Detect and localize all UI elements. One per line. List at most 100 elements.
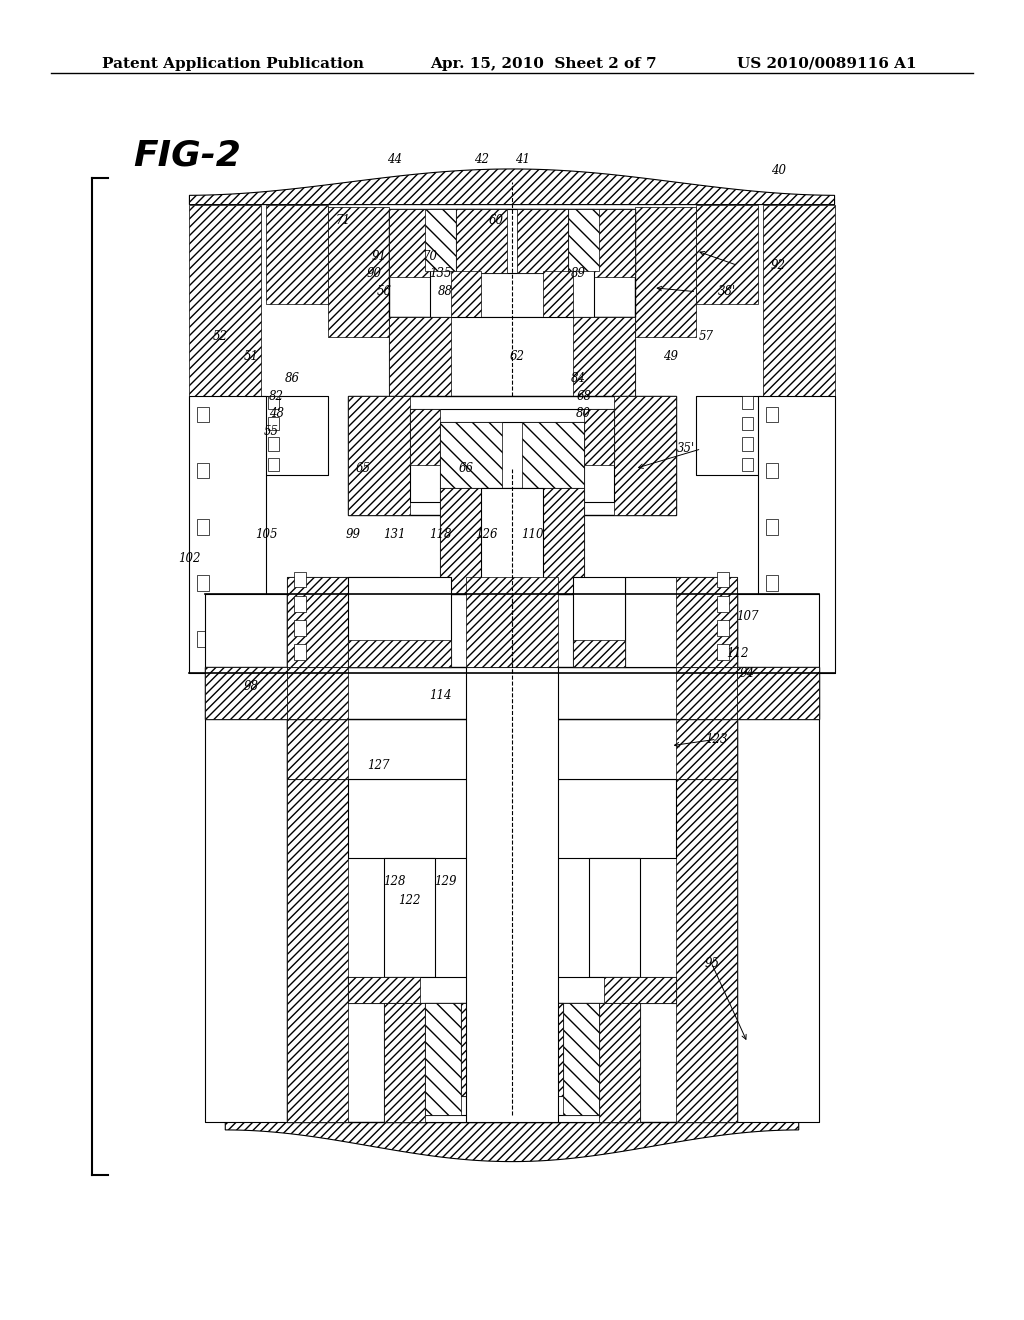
Bar (440, 422, 502, 488)
Text: 44: 44 (387, 153, 401, 166)
Bar (189, 396, 266, 673)
Text: 129: 129 (434, 875, 457, 888)
Text: 123: 123 (706, 733, 728, 746)
Bar (676, 667, 737, 719)
Bar (766, 631, 778, 647)
Polygon shape (189, 169, 835, 205)
Text: 94: 94 (740, 667, 755, 680)
Text: 88: 88 (438, 285, 453, 298)
Bar (384, 1003, 425, 1122)
Bar (384, 858, 435, 977)
Bar (425, 1003, 461, 1115)
Bar (425, 209, 456, 271)
Bar (348, 396, 676, 515)
Bar (461, 1003, 563, 1096)
Bar (410, 409, 440, 465)
Text: Patent Application Publication: Patent Application Publication (102, 57, 365, 71)
Text: 51: 51 (244, 350, 258, 363)
Bar (287, 667, 348, 719)
Text: 62: 62 (510, 350, 524, 363)
Bar (389, 209, 635, 317)
Bar (294, 644, 306, 660)
Bar (568, 209, 599, 271)
Bar (717, 620, 729, 636)
Text: 70: 70 (423, 249, 437, 263)
Bar (294, 620, 306, 636)
Text: 95: 95 (705, 957, 719, 970)
Bar (717, 595, 729, 611)
Bar (348, 396, 410, 515)
Text: 127: 127 (368, 759, 390, 772)
Bar (205, 667, 287, 719)
Bar (384, 858, 435, 977)
Bar (573, 317, 635, 396)
Text: 84: 84 (571, 372, 586, 385)
Text: 41: 41 (515, 153, 529, 166)
Text: 114: 114 (429, 689, 452, 702)
Bar (742, 458, 753, 471)
Bar (466, 577, 558, 667)
Bar (430, 209, 594, 317)
Bar (573, 577, 625, 667)
Bar (197, 519, 209, 535)
Bar (287, 719, 348, 779)
Text: 118: 118 (429, 528, 452, 541)
Text: 38': 38' (718, 285, 736, 298)
Text: 71: 71 (336, 214, 350, 227)
Bar (742, 396, 753, 409)
Bar (766, 576, 778, 591)
Text: Apr. 15, 2010  Sheet 2 of 7: Apr. 15, 2010 Sheet 2 of 7 (430, 57, 656, 71)
Text: 107: 107 (736, 610, 759, 623)
Text: 60: 60 (489, 214, 504, 227)
Text: 82: 82 (269, 389, 284, 403)
Bar (543, 488, 584, 673)
Text: 90: 90 (367, 267, 381, 280)
Text: 112: 112 (726, 647, 749, 660)
Bar (197, 407, 209, 422)
Bar (384, 1003, 640, 1122)
Text: 86: 86 (285, 372, 299, 385)
Bar (389, 209, 430, 277)
Bar (589, 858, 640, 977)
Bar (456, 209, 507, 273)
Text: 102: 102 (178, 552, 201, 565)
Bar (625, 577, 737, 667)
Text: 35': 35' (677, 442, 695, 455)
Bar (742, 437, 753, 450)
Bar (758, 396, 835, 673)
Bar (766, 519, 778, 535)
Bar (466, 667, 558, 1122)
Bar (589, 858, 640, 977)
Bar (287, 577, 348, 667)
Text: 68: 68 (577, 389, 591, 403)
Bar (604, 977, 676, 1003)
Text: 131: 131 (383, 528, 406, 541)
Text: 80: 80 (577, 407, 591, 420)
Bar (348, 977, 420, 1003)
Bar (268, 417, 279, 430)
Text: 48: 48 (269, 407, 284, 420)
Bar (261, 396, 328, 475)
Bar (717, 572, 729, 587)
Bar (197, 462, 209, 478)
Bar (189, 396, 266, 673)
Polygon shape (225, 1122, 799, 1162)
Bar (266, 205, 328, 304)
Bar (737, 594, 819, 1122)
Bar (294, 595, 306, 611)
Text: 98: 98 (244, 680, 258, 693)
Bar (763, 205, 835, 396)
Bar (440, 422, 584, 488)
Bar (287, 577, 399, 667)
Bar (456, 209, 568, 273)
Text: US 2010/0089116 A1: US 2010/0089116 A1 (737, 57, 916, 71)
Text: 135: 135 (429, 267, 452, 280)
Bar (696, 205, 758, 304)
Bar (205, 667, 819, 719)
Text: 66: 66 (459, 462, 473, 475)
Bar (522, 1003, 563, 1096)
Bar (594, 209, 635, 277)
Text: 56: 56 (377, 285, 391, 298)
Text: 92: 92 (771, 259, 785, 272)
Bar (766, 407, 778, 422)
